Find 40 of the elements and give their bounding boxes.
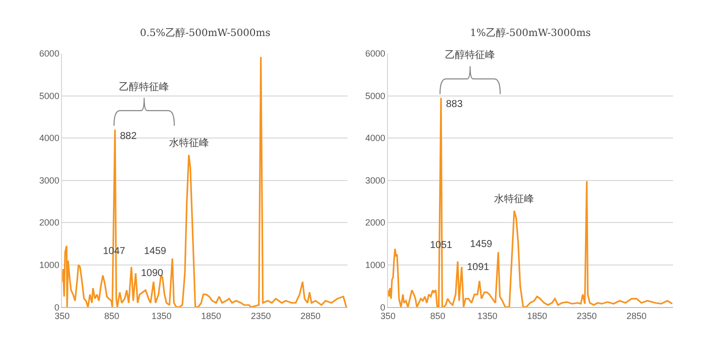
x-tick-label: 2350 [576, 310, 597, 321]
y-tick-label: 6000 [365, 48, 386, 59]
annotation: 乙醇特征峰 [119, 81, 169, 93]
x-tick-label: 1350 [151, 310, 172, 321]
annotation: 乙醇特征峰 [445, 49, 495, 61]
x-tick-label: 2850 [626, 310, 646, 321]
x-tick-label: 350 [54, 310, 70, 321]
x-tick-label: 350 [380, 310, 396, 321]
annotation: 1090 [141, 268, 164, 279]
chart-title: 1%乙醇-500mW-3000ms [470, 27, 591, 39]
line-series [388, 97, 674, 308]
y-tick-label: 3000 [39, 175, 60, 186]
x-tick-label: 2850 [300, 310, 321, 321]
annotation: 水特征峰 [494, 193, 534, 205]
x-tick-label: 850 [430, 310, 446, 321]
y-tick-label: 0 [54, 302, 60, 312]
y-tick-label: 4000 [365, 133, 386, 144]
y-tick-label: 4000 [39, 133, 60, 144]
y-tick-label: 3000 [365, 175, 386, 186]
x-tick-label: 2350 [250, 310, 271, 321]
y-tick-label: 1000 [39, 260, 60, 270]
x-tick-label: 1850 [201, 310, 222, 321]
annotation: 1459 [144, 246, 167, 257]
annotation: 882 [120, 131, 138, 142]
y-tick-label: 5000 [365, 90, 386, 101]
y-tick-label: 6000 [39, 48, 60, 59]
x-tick-label: 1350 [477, 310, 498, 321]
y-tick-label: 0 [380, 302, 386, 312]
line-series [62, 56, 348, 308]
y-tick-label: 2000 [39, 218, 60, 228]
annotation: 水特征峰 [169, 137, 209, 149]
y-tick-label: 2000 [365, 218, 386, 228]
annotation: 1459 [470, 239, 493, 250]
x-tick-label: 1850 [527, 310, 548, 321]
x-tick-label: 850 [104, 310, 120, 321]
y-tick-label: 5000 [39, 90, 60, 101]
annotation: 883 [446, 99, 464, 110]
annotation: 1091 [467, 262, 490, 273]
y-tick-label: 1000 [365, 260, 386, 270]
chart-title: 0.5%乙醇-500mW-5000ms [140, 27, 270, 39]
